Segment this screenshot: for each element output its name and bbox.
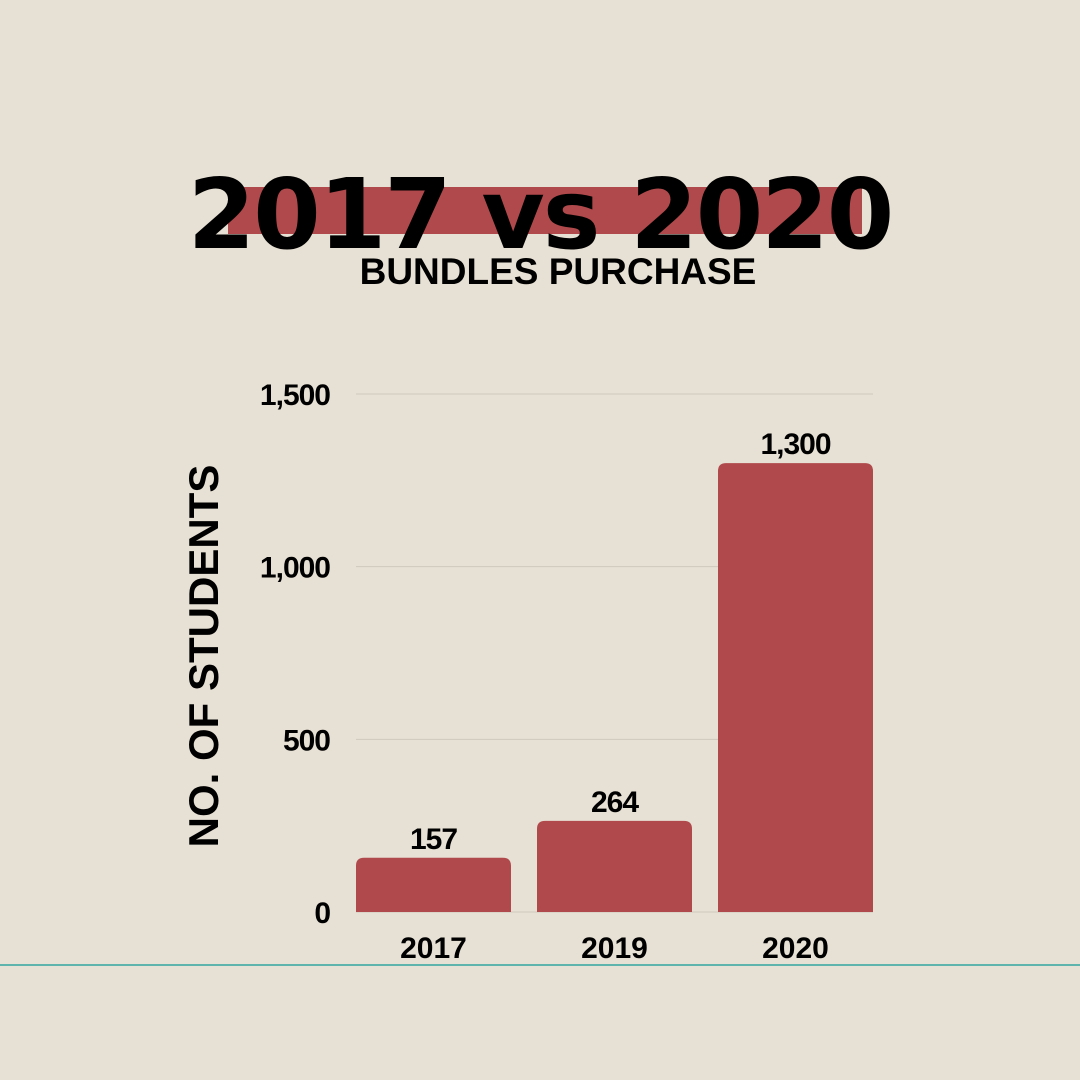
y-tick-label: 1,000 bbox=[260, 552, 330, 585]
bars bbox=[356, 463, 873, 912]
data-labels: 157 264 1,300 bbox=[410, 428, 832, 856]
x-tick-label-2019: 2019 bbox=[581, 932, 648, 965]
y-tick-label: 500 bbox=[283, 724, 330, 757]
bar-2017 bbox=[356, 857, 511, 912]
page-title: 2017 vs 2020 bbox=[187, 158, 894, 271]
y-tick-label: 0 bbox=[314, 897, 330, 930]
title-highlight-bar bbox=[228, 187, 862, 234]
y-axis-title: NO. OF STUDENTS bbox=[180, 465, 227, 848]
y-axis-ticks: 0 500 1,000 1,500 bbox=[260, 379, 331, 930]
bar-2019 bbox=[537, 820, 692, 912]
bottom-divider bbox=[0, 964, 1080, 966]
page-subtitle: BUNDLES PURCHASE bbox=[359, 251, 757, 292]
y-tick-label: 1,500 bbox=[260, 379, 330, 412]
x-tick-label-2017: 2017 bbox=[400, 932, 467, 965]
value-label-2019: 264 bbox=[591, 786, 639, 819]
x-tick-label-2020: 2020 bbox=[762, 932, 829, 965]
x-axis-ticks: 2017 2019 2020 bbox=[400, 932, 829, 965]
value-label-2020: 1,300 bbox=[760, 428, 830, 461]
bar-2020 bbox=[718, 463, 873, 912]
value-label-2017: 157 bbox=[410, 823, 457, 856]
